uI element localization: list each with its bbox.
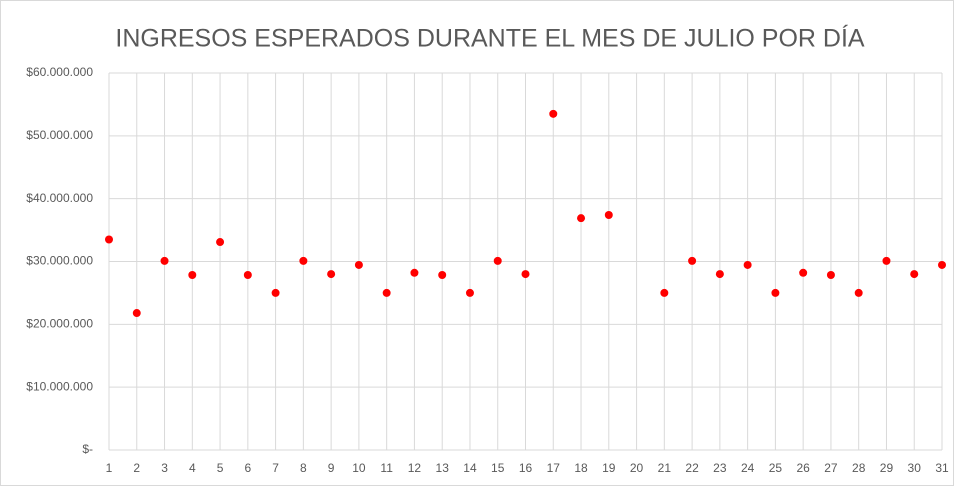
x-tick-label: 10: [352, 461, 366, 475]
x-tick-label: 17: [547, 461, 561, 475]
x-tick-label: 24: [741, 461, 755, 475]
y-tick-label: $10.000.000: [26, 379, 93, 393]
point: [243, 271, 252, 280]
x-tick-label: 20: [630, 461, 644, 475]
x-tick-label: 22: [685, 461, 699, 475]
point: [771, 288, 780, 297]
x-tick-label: 7: [272, 461, 279, 475]
point: [327, 270, 336, 279]
x-tick-label: 30: [908, 461, 922, 475]
y-tick-label: $30.000.000: [26, 254, 93, 268]
point: [521, 270, 530, 279]
point: [132, 309, 141, 318]
point: [743, 260, 752, 269]
point: [688, 256, 697, 265]
point: [799, 268, 808, 277]
x-tick-label: 31: [935, 461, 949, 475]
point: [382, 288, 391, 297]
point: [715, 270, 724, 279]
point: [105, 235, 113, 244]
point: [549, 109, 558, 118]
x-tick-label: 29: [880, 461, 894, 475]
point: [577, 214, 586, 223]
y-tick-label: $20.000.000: [26, 317, 93, 331]
point: [493, 256, 502, 265]
point: [160, 256, 169, 265]
chart-title: INGRESOS ESPERADOS DURANTE EL MES DE JUL…: [115, 24, 865, 53]
x-tick-label: 6: [244, 461, 251, 475]
point: [216, 238, 225, 247]
point: [465, 288, 474, 297]
y-tick-label: $50.000.000: [26, 128, 93, 142]
x-tick-label: 26: [796, 461, 810, 475]
point: [826, 271, 835, 280]
x-tick-label: 13: [436, 461, 450, 475]
x-tick-label: 28: [852, 461, 866, 475]
point: [882, 256, 891, 265]
y-tick-label: $-: [82, 442, 93, 456]
point: [910, 270, 919, 279]
x-tick-label: 18: [574, 461, 588, 475]
x-tick-label: 8: [300, 461, 307, 475]
x-tick-label: 1: [106, 461, 113, 475]
x-tick-label: 23: [713, 461, 727, 475]
point: [299, 256, 308, 265]
x-tick-label: 3: [161, 461, 168, 475]
y-tick-label: $40.000.000: [26, 191, 93, 205]
point: [271, 288, 280, 297]
x-tick-label: 16: [519, 461, 533, 475]
x-tick-label: 21: [658, 461, 672, 475]
x-tick-label: 19: [602, 461, 616, 475]
x-tick-label: 12: [408, 461, 422, 475]
y-tick-label: $60.000.000: [26, 65, 93, 79]
x-tick-label: 5: [217, 461, 224, 475]
point: [410, 268, 419, 277]
x-tick-label: 25: [769, 461, 783, 475]
x-tick-label: 9: [328, 461, 335, 475]
point: [854, 288, 863, 297]
x-tick-label: 4: [189, 461, 196, 475]
x-tick-label: 11: [380, 461, 393, 475]
x-tick-label: 15: [491, 461, 505, 475]
point: [938, 260, 946, 269]
point: [660, 288, 669, 297]
x-tick-label: 27: [824, 461, 838, 475]
point: [188, 271, 197, 280]
point: [438, 271, 447, 280]
point: [604, 211, 613, 220]
point: [354, 260, 363, 269]
x-tick-label: 2: [133, 461, 140, 475]
x-tick-label: 14: [463, 461, 477, 475]
